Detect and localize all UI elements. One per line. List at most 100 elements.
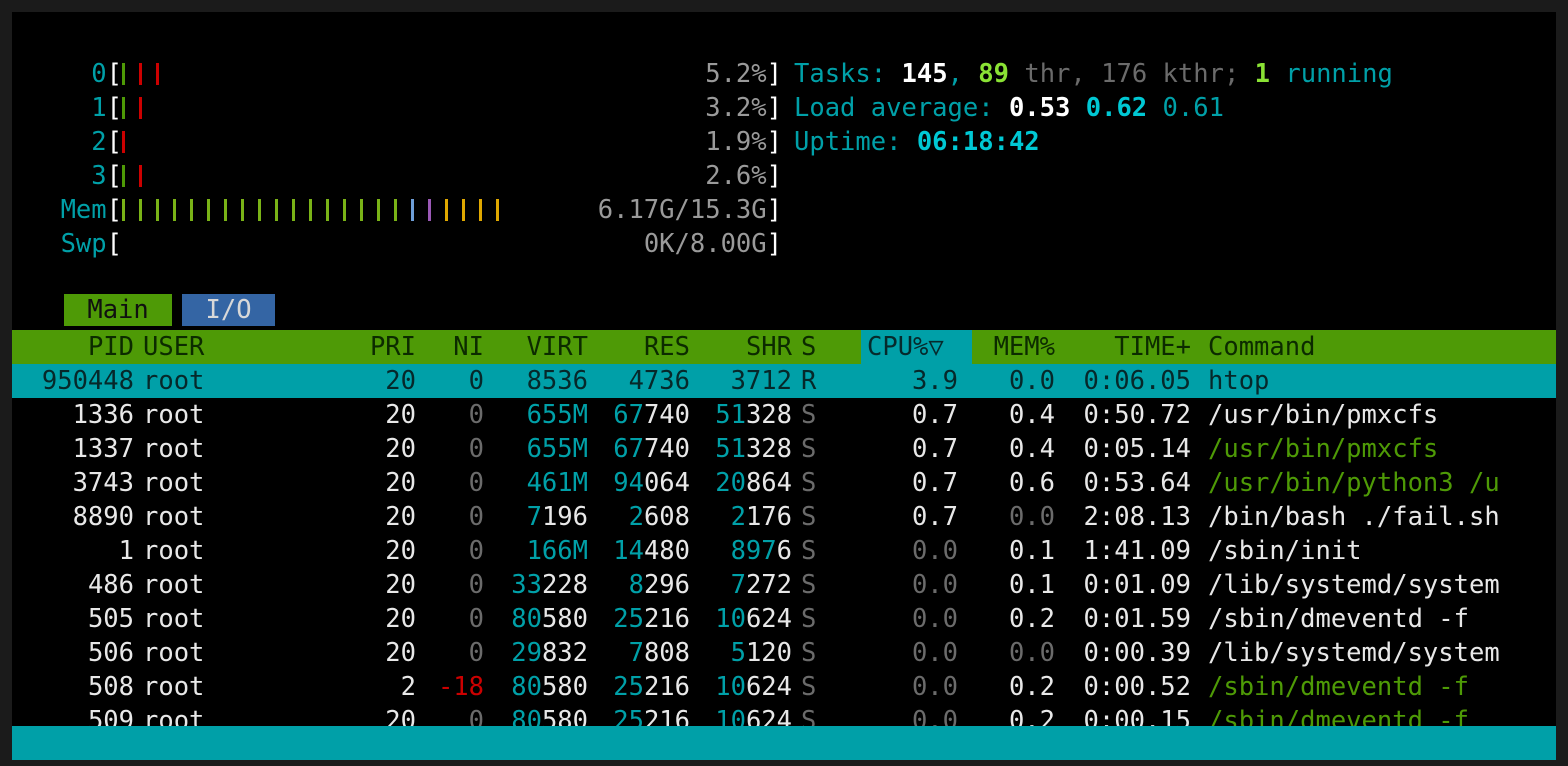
cpu-meter-2-value: 1.9% [705,127,767,157]
process-res-prefix: 2 [628,502,644,532]
table-row[interactable]: 3743 root 20 0 461M 94064 20864 S 0.7 0.6 0:53.64/… [12,466,1556,500]
cell-res: 4736 [593,364,690,398]
cell-virt: 80580 [491,602,588,636]
column-header-virt[interactable]: VIRT [491,330,588,364]
cell-mem: 0.2 [975,670,1055,704]
process-priority: 20 [385,366,416,396]
process-command: /usr/bin/pmxcfs [1208,434,1439,464]
tab-io-label: I/O [190,295,267,325]
cell-res: 94064 [593,466,690,500]
cpu-meter-0-bracket-open: [ [106,59,122,89]
column-header-time[interactable]: TIME+ [1055,330,1191,364]
memory-meter-tick [360,199,363,221]
process-pid: 508 [87,672,134,702]
cpu-meter-3-value: 2.6% [705,161,767,191]
process-priority: 20 [385,570,416,600]
process-mem-percent: 0.4 [1008,400,1055,430]
memory-meter-tick [207,199,210,221]
process-state: S [801,400,817,430]
memory-meter-tick [139,199,142,221]
cell-mem: 0.2 [975,602,1055,636]
tab-main-label: Main [72,295,165,325]
table-row[interactable]: 1 root 20 0 166M 14480 8976 S 0.0 0.1 1:41.09/sbin… [12,534,1556,568]
tab-io[interactable]: I/O [182,294,275,326]
memory-meter-tick [428,199,431,221]
process-user: root [143,434,205,464]
process-priority: 20 [385,638,416,668]
column-header-s[interactable]: S [801,330,826,364]
cell-s: S [801,602,826,636]
process-pid: 1337 [72,434,134,464]
cell-res: 8296 [593,568,690,602]
cell-command: htop [1208,364,1556,398]
column-header-cpu[interactable]: CPU%▽ [861,330,972,364]
process-res: 608 [643,502,690,532]
process-shr-prefix: 10 [715,672,746,702]
table-row[interactable]: 506 root 20 0 29832 7808 5120 S 0.0 0.0 0:00.39/li… [12,636,1556,670]
tasks-kthreads: 176 kthr; [1101,59,1240,89]
process-time: 1:41.09 [1083,536,1191,566]
cpu-meter-0-value: 5.2% [705,59,767,89]
process-time: 0:53.64 [1083,468,1191,498]
table-row[interactable]: 508 root 2 -18 80580 25216 10624 S 0.0 0.2 0:00.52… [12,670,1556,704]
cpu-meter-2-label: 2 [91,127,107,157]
function-key-bar[interactable]: F1Help F2Setup F3SearchF4FilterF5Tree F6… [12,726,1556,760]
cell-user: root [143,398,303,432]
process-state: S [801,502,817,532]
process-state: S [801,434,817,464]
cell-res: 67740 [593,398,690,432]
memory-meter-tick [309,199,312,221]
cpu-meter-1-bracket-close: ] [766,93,782,123]
cpu-meter-3-tick [139,165,142,187]
column-header-ni[interactable]: NI [423,330,484,364]
process-command: /sbin/init [1208,536,1362,566]
table-row[interactable]: 486 root 20 0 33228 8296 7272 S 0.0 0.1 0:01.09/li… [12,568,1556,602]
process-shr-prefix: 51 [715,400,746,430]
cell-cpu: 0.7 [861,466,958,500]
process-command: /sbin/dmeventd -f [1208,672,1469,702]
memory-meter-tick [394,199,397,221]
cell-pri: 20 [304,534,416,568]
cell-mem: 0.6 [975,466,1055,500]
column-header-user[interactable]: USER [143,330,303,364]
cell-shr: 7272 [695,568,792,602]
process-cpu-percent: 0.0 [911,638,958,668]
cell-pid: 8890 [22,500,134,534]
cell-cpu: 0.0 [861,670,958,704]
sort-descending-icon: ▽ [928,332,944,362]
table-row[interactable]: 1337 root 20 0 655M 67740 51328 S 0.7 0.4 0:05.14/… [12,432,1556,466]
cell-s: S [801,398,826,432]
memory-meter-bracket-open: [ [106,195,122,225]
table-row[interactable]: 1336 root 20 0 655M 67740 51328 S 0.7 0.4 0:50.72/… [12,398,1556,432]
process-shr: 864 [745,468,792,498]
process-user: root [143,400,205,430]
column-header-command[interactable]: Command [1208,330,1556,364]
column-header-pri[interactable]: PRI [304,330,416,364]
process-user: root [143,570,205,600]
tasks-total: 145 [901,59,948,89]
cell-ni: 0 [423,636,484,670]
tab-main[interactable]: Main [64,294,173,326]
process-user: root [143,502,205,532]
cpu-meter-0-tick [122,63,125,85]
process-res-prefix: 94 [613,468,644,498]
column-header-res[interactable]: RES [593,330,690,364]
column-header-shr[interactable]: SHR [695,330,792,364]
process-nice: 0 [468,638,484,668]
cell-mem: 0.4 [975,432,1055,466]
process-cpu-percent: 0.7 [911,400,958,430]
process-row-selected[interactable]: 950448 root 20 0 8536 4736 3712 R 3.9 0.0 0:06.05 h… [12,364,1556,398]
tasks-thr-word: thr, [1024,59,1086,89]
table-row[interactable]: 505 root 20 0 80580 25216 10624 S 0.0 0.2 0:01.59/… [12,602,1556,636]
process-cpu-percent: 0.0 [911,536,958,566]
table-header-row[interactable]: PID USER PRI NI VIRT RES SHR S CPU%▽ MEM% TIME+ Com… [12,330,1556,364]
column-header-pid[interactable]: PID [22,330,134,364]
process-user: root [143,604,205,634]
column-header-user-label: USER [143,332,205,362]
table-row[interactable]: 8890 root 20 0 7196 2608 2176 S 0.7 0.0 2:08.13/bi… [12,500,1556,534]
swap-meter-value: 0K/8.00G [643,229,767,259]
cell-s: R [801,364,826,398]
process-command: /usr/bin/pmxcfs [1208,400,1439,430]
column-header-mem[interactable]: MEM% [975,330,1055,364]
cell-s: S [801,432,826,466]
